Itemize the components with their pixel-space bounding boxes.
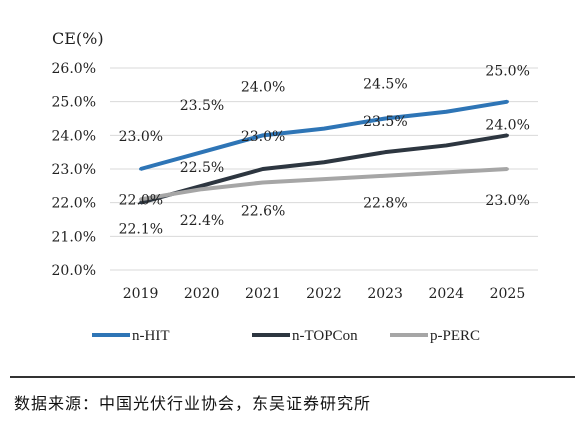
data-point bbox=[383, 150, 387, 154]
data-point bbox=[383, 117, 387, 120]
data-point bbox=[322, 177, 326, 181]
x-tick-label: 2022 bbox=[306, 286, 342, 302]
y-tick-label: 20.0% bbox=[52, 263, 96, 279]
x-tick-label: 2020 bbox=[184, 286, 220, 302]
y-tick-label: 23.0% bbox=[52, 162, 96, 178]
x-tick-label: 2019 bbox=[123, 286, 159, 302]
data-labels: 23.0% 23.5% 24.0% 24.5% 25.0% 22.0% 22.5% 23.0%… bbox=[119, 64, 530, 238]
data-point bbox=[139, 167, 143, 171]
data-point bbox=[139, 201, 143, 205]
series-lines bbox=[139, 99, 509, 205]
data-point bbox=[139, 197, 143, 201]
data-point bbox=[322, 127, 326, 131]
data-point bbox=[444, 143, 448, 147]
x-tick-label: 2021 bbox=[245, 286, 281, 302]
data-label: 24.0% bbox=[485, 117, 529, 133]
data-label: 24.0% bbox=[241, 79, 285, 95]
data-point bbox=[444, 110, 448, 114]
data-point bbox=[505, 133, 509, 137]
x-axis-ticks: 2019 2020 2021 2022 2023 2024 2025 bbox=[123, 286, 525, 302]
data-point bbox=[383, 174, 387, 178]
data-point bbox=[200, 187, 204, 191]
data-point bbox=[200, 184, 204, 188]
y-tick-label: 26.0% bbox=[52, 61, 96, 77]
y-axis-label: CE(%) bbox=[52, 29, 104, 48]
legend-label: p-PERC bbox=[430, 328, 480, 344]
y-tick-label: 24.0% bbox=[52, 128, 96, 144]
legend-label: n-TOPCon bbox=[292, 328, 358, 344]
divider bbox=[10, 376, 575, 378]
y-tick-label: 21.0% bbox=[52, 229, 96, 245]
data-point bbox=[505, 100, 509, 104]
y-tick-label: 25.0% bbox=[52, 95, 96, 111]
x-tick-label: 2023 bbox=[367, 286, 403, 302]
data-label: 22.4% bbox=[180, 213, 224, 229]
source-note: 数据来源：中国光伏行业协会，东吴证券研究所 bbox=[14, 394, 372, 413]
data-point bbox=[261, 133, 265, 137]
x-tick-label: 2024 bbox=[428, 286, 464, 302]
x-tick-label: 2025 bbox=[490, 286, 526, 302]
data-label: 23.0% bbox=[485, 193, 529, 209]
data-label: 24.5% bbox=[363, 77, 407, 93]
data-label: 23.5% bbox=[363, 114, 407, 130]
y-axis-ticks: 20.0% 21.0% 22.0% 23.0% 24.0% 25.0% 26.0% bbox=[52, 61, 96, 279]
data-point bbox=[505, 167, 509, 171]
data-point bbox=[200, 150, 204, 154]
data-label: 22.6% bbox=[241, 203, 285, 219]
data-label: 22.8% bbox=[363, 196, 407, 212]
y-tick-label: 22.0% bbox=[52, 196, 96, 212]
data-label: 23.0% bbox=[241, 129, 285, 145]
data-label: 22.0% bbox=[119, 193, 163, 209]
data-label: 22.1% bbox=[119, 221, 163, 237]
data-point bbox=[322, 160, 326, 164]
data-label: 25.0% bbox=[485, 64, 529, 80]
line-chart: 20.0% 21.0% 22.0% 23.0% 24.0% 25.0% 26.0% 2019… bbox=[52, 29, 538, 344]
data-label: 23.5% bbox=[180, 98, 224, 114]
data-point bbox=[444, 170, 448, 174]
gridlines bbox=[110, 67, 538, 271]
data-point bbox=[261, 167, 265, 171]
data-point bbox=[261, 180, 265, 184]
data-label: 22.5% bbox=[180, 160, 224, 176]
legend: n-HIT n-TOPCon p-PERC bbox=[92, 328, 480, 344]
legend-label: n-HIT bbox=[132, 328, 170, 344]
data-label: 23.0% bbox=[119, 129, 163, 145]
